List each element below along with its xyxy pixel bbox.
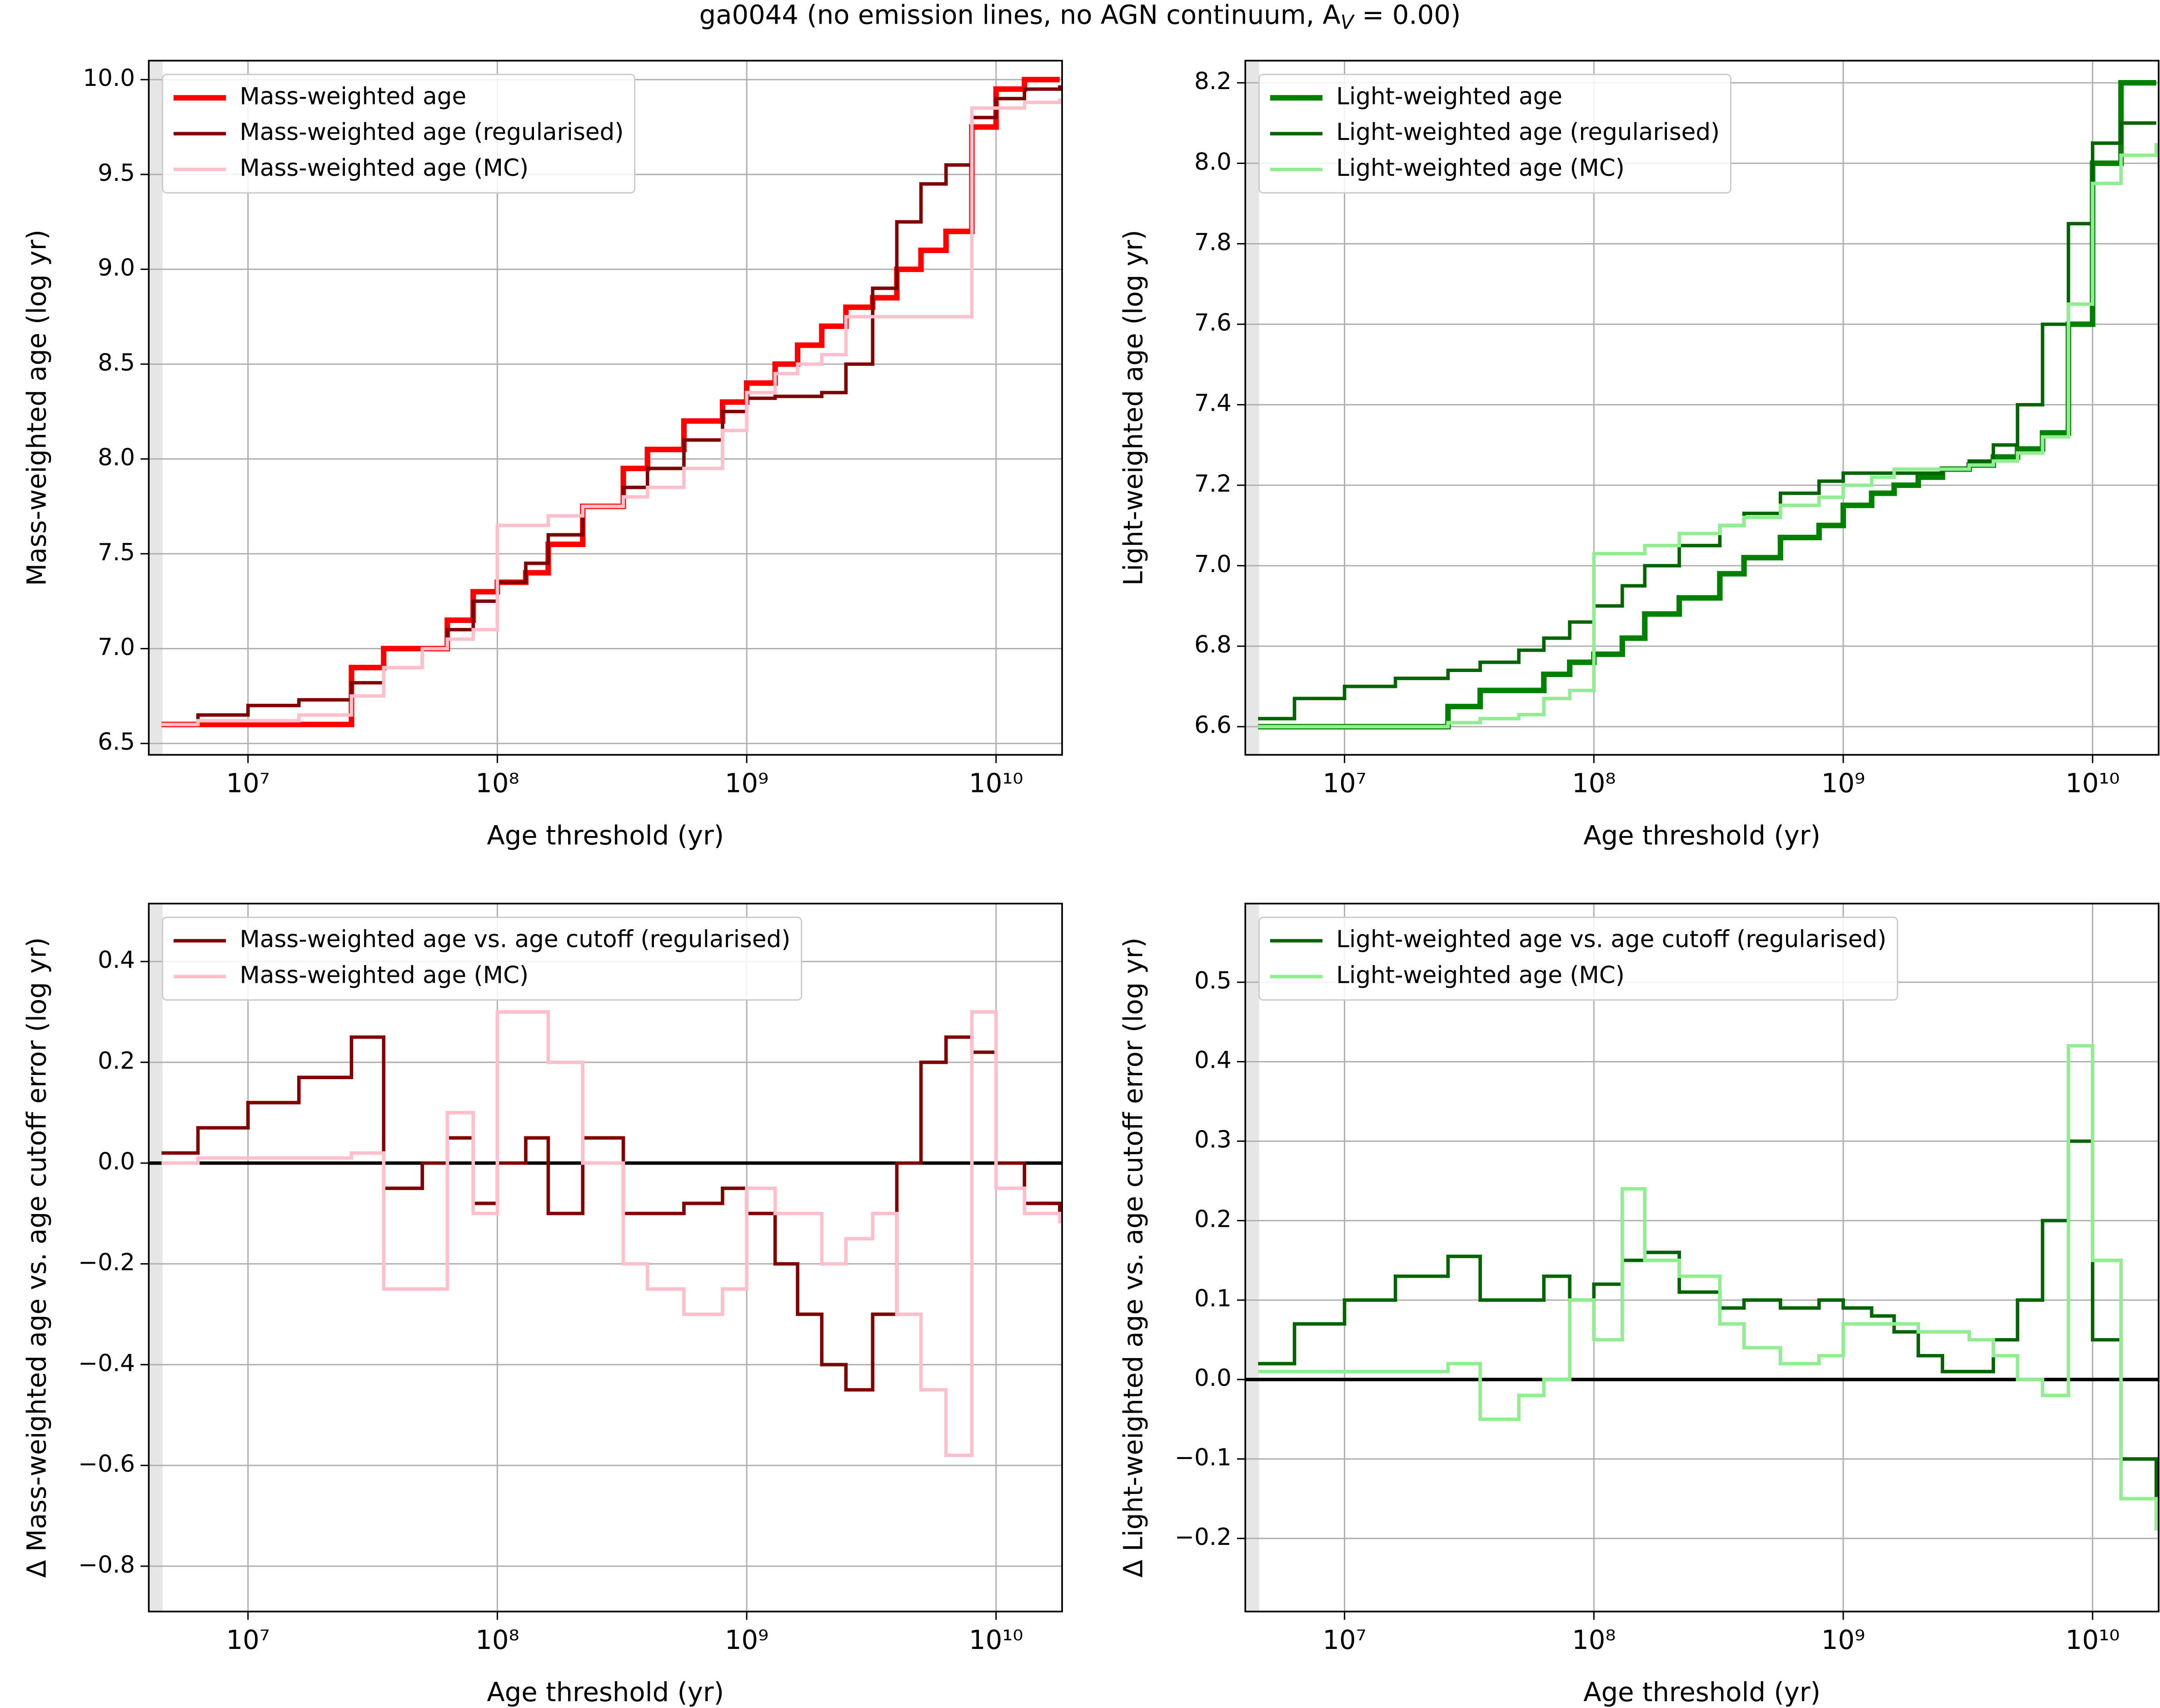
x-axis-label: Age threshold (yr) <box>1583 821 1821 851</box>
axes-frame <box>148 902 1063 1613</box>
legend: Light-weighted age Light-weighted age (re… <box>1258 74 1731 194</box>
legend-label: Mass-weighted age vs. age cutoff (regula… <box>239 926 790 953</box>
x-axis-label: Age threshold (yr) <box>487 821 724 851</box>
axes-frame <box>1244 60 2160 756</box>
legend: Mass-weighted age Mass-weighted age (regu… <box>162 74 636 194</box>
y-tick-label: 8.2 <box>1194 68 1232 95</box>
x-tick-label: 10⁸ <box>475 768 519 799</box>
y-tick-label: 7.6 <box>1194 309 1232 337</box>
x-tick-label: 10⁸ <box>1572 1625 1616 1655</box>
legend-label: Mass-weighted age (regularised) <box>239 119 624 146</box>
title-end: = 0.00) <box>1354 0 1461 30</box>
y-tick-label: 7.4 <box>1194 390 1232 417</box>
y-tick-label: 8.0 <box>1194 148 1232 175</box>
x-tick-label: 10⁹ <box>725 768 768 799</box>
y-tick-label: −0.1 <box>1175 1444 1232 1471</box>
y-tick-label: 6.5 <box>98 728 135 756</box>
y-tick-label: 0.2 <box>1194 1205 1232 1233</box>
x-tick-label: 10¹⁰ <box>2065 768 2120 799</box>
x-tick-label: 10⁷ <box>1322 1625 1366 1655</box>
y-tick-label: −0.2 <box>1175 1524 1232 1551</box>
step-line <box>161 1035 1062 1392</box>
y-tick-label: 7.2 <box>1194 470 1232 498</box>
x-tick-label: 10¹⁰ <box>969 1625 1023 1655</box>
left-band <box>1245 903 1259 1612</box>
legend-label: Light-weighted age (regularised) <box>1336 119 1720 146</box>
legend: Mass-weighted age vs. age cutoff (regula… <box>162 916 803 1001</box>
x-tick-label: 10⁹ <box>1821 768 1865 799</box>
y-tick-label: 7.8 <box>1194 229 1232 256</box>
y-tick-label: −0.4 <box>78 1349 135 1377</box>
step-line <box>161 98 1062 727</box>
y-tick-label: 8.5 <box>98 349 135 376</box>
step-line <box>1258 1139 2158 1515</box>
y-tick-label: 0.0 <box>98 1148 135 1175</box>
x-tick-label: 10¹⁰ <box>2065 1625 2120 1655</box>
y-tick-label: 0.2 <box>98 1047 135 1075</box>
y-tick-label: 0.5 <box>1194 967 1232 995</box>
left-band <box>149 903 163 1612</box>
y-axis-label: Light-weighted age (log yr) <box>1118 230 1148 586</box>
plot-area <box>161 77 1062 727</box>
step-line <box>1258 80 2156 730</box>
title-text: ga0044 (no emission lines, no AGN contin… <box>699 0 1341 30</box>
axes-frame <box>148 60 1063 756</box>
y-tick-label: 10.0 <box>83 65 135 92</box>
legend-frame <box>162 916 803 1001</box>
y-tick-label: 7.5 <box>98 539 135 566</box>
y-tick-label: −0.2 <box>78 1249 135 1276</box>
y-tick-label: 0.4 <box>98 946 135 974</box>
y-tick-label: 9.5 <box>98 159 135 187</box>
legend-label: Mass-weighted age (MC) <box>239 961 529 989</box>
x-tick-label: 10⁹ <box>725 1625 768 1655</box>
y-tick-label: 0.3 <box>1194 1126 1232 1153</box>
y-tick-label: 7.0 <box>98 633 135 661</box>
legend-label: Light-weighted age (MC) <box>1336 961 1625 989</box>
x-tick-label: 10⁸ <box>1572 768 1616 799</box>
step-line <box>161 1010 1062 1457</box>
legend-label: Light-weighted age vs. age cutoff (regul… <box>1336 926 1886 953</box>
y-tick-label: 8.0 <box>98 444 135 471</box>
left-band <box>1245 60 1259 755</box>
title-subscript: V <box>1341 11 1355 34</box>
legend-frame <box>1258 74 1731 194</box>
x-tick-label: 10¹⁰ <box>969 768 1023 799</box>
y-tick-label: 6.8 <box>1194 631 1232 658</box>
x-tick-label: 10⁷ <box>1322 768 1366 799</box>
legend-label: Mass-weighted age <box>239 83 466 110</box>
legend-label: Light-weighted age <box>1336 83 1562 110</box>
x-tick-label: 10⁷ <box>226 768 270 799</box>
legend-label: Mass-weighted age (MC) <box>239 154 529 182</box>
y-axis-label: Mass-weighted age (log yr) <box>22 229 52 586</box>
y-tick-label: 0.4 <box>1194 1047 1232 1074</box>
x-axis-label: Age threshold (yr) <box>487 1677 724 1708</box>
left-band <box>149 60 163 755</box>
y-tick-label: 0.1 <box>1194 1285 1232 1312</box>
y-tick-label: 0.0 <box>1194 1364 1232 1392</box>
y-tick-label: −0.6 <box>78 1450 135 1478</box>
legend: Light-weighted age vs. age cutoff (regul… <box>1258 916 1898 1001</box>
x-tick-label: 10⁸ <box>475 1625 519 1655</box>
step-line <box>1258 1044 2158 1531</box>
plot-area <box>149 1010 1063 1457</box>
figure-title: ga0044 (no emission lines, no AGN contin… <box>699 0 1461 34</box>
y-tick-label: 9.0 <box>98 254 135 282</box>
x-tick-label: 10⁷ <box>226 1625 270 1655</box>
legend-label: Light-weighted age (MC) <box>1336 154 1625 182</box>
axes-frame <box>1244 902 2160 1613</box>
x-axis-label: Age threshold (yr) <box>1583 1677 1821 1708</box>
y-axis-label: Δ Mass-weighted age vs. age cutoff error… <box>22 937 52 1578</box>
y-tick-label: −0.8 <box>78 1551 135 1579</box>
y-tick-label: 7.0 <box>1194 551 1232 578</box>
plot-area <box>1245 1044 2159 1531</box>
y-tick-label: 6.6 <box>1194 712 1232 739</box>
legend-frame <box>162 74 636 194</box>
x-tick-label: 10⁹ <box>1821 1625 1865 1655</box>
step-line <box>1258 143 2158 729</box>
y-axis-label: Δ Light-weighted age vs. age cutoff erro… <box>1118 937 1148 1578</box>
step-line <box>1258 121 2156 721</box>
plot-area <box>1258 80 2158 730</box>
legend-frame <box>1258 916 1898 1001</box>
